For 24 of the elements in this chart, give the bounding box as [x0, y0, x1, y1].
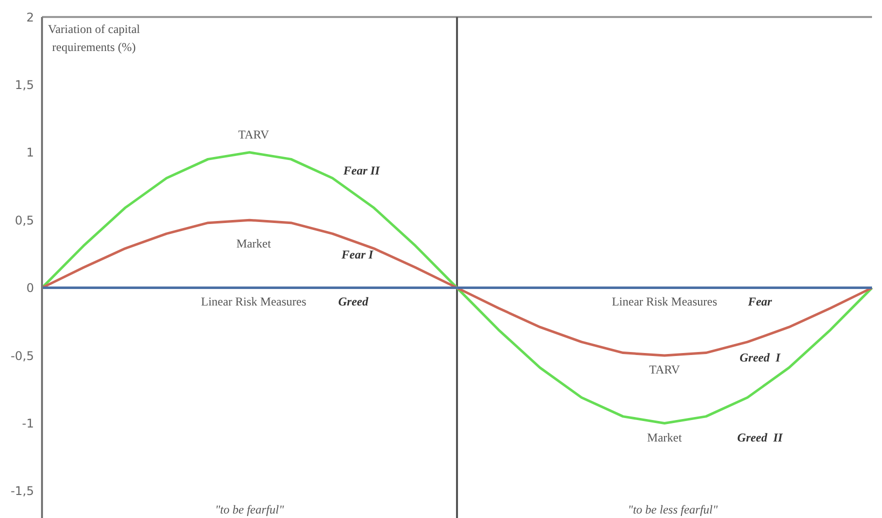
line-series	[40, 151, 874, 424]
annotation: Linear Risk Measures	[200, 294, 306, 310]
y-tick-label: 0,5	[14, 213, 34, 228]
annotation: "to be less fearful"	[628, 502, 718, 518]
annotation: Fear II	[343, 163, 380, 178]
annotation: Market	[647, 430, 682, 446]
annotation: Greed	[338, 294, 368, 310]
y-tick-label: -1,5	[10, 484, 34, 498]
annotation: TARV	[649, 362, 680, 378]
annotation: Greed II	[737, 430, 783, 446]
y-tick-label: 1	[26, 146, 34, 160]
y-tick-label: -0,5	[10, 348, 34, 363]
annotation: Market	[236, 236, 271, 252]
y-tick-label: 0	[26, 281, 34, 296]
y-tick-label: 1,5	[14, 78, 34, 92]
annotation: Linear Risk Measures	[612, 294, 718, 310]
annotation: Fear I	[342, 247, 374, 262]
y-tick-label: -1	[22, 416, 34, 430]
annotation: Greed I	[740, 350, 780, 366]
annotation: TARV	[238, 128, 270, 143]
y-axis-title: Variation of capital requirements (%)	[47, 21, 141, 56]
annotation: "to be fearful"	[215, 502, 284, 518]
y-tick-label: 2	[26, 10, 34, 24]
annotation: Fear	[748, 294, 772, 310]
